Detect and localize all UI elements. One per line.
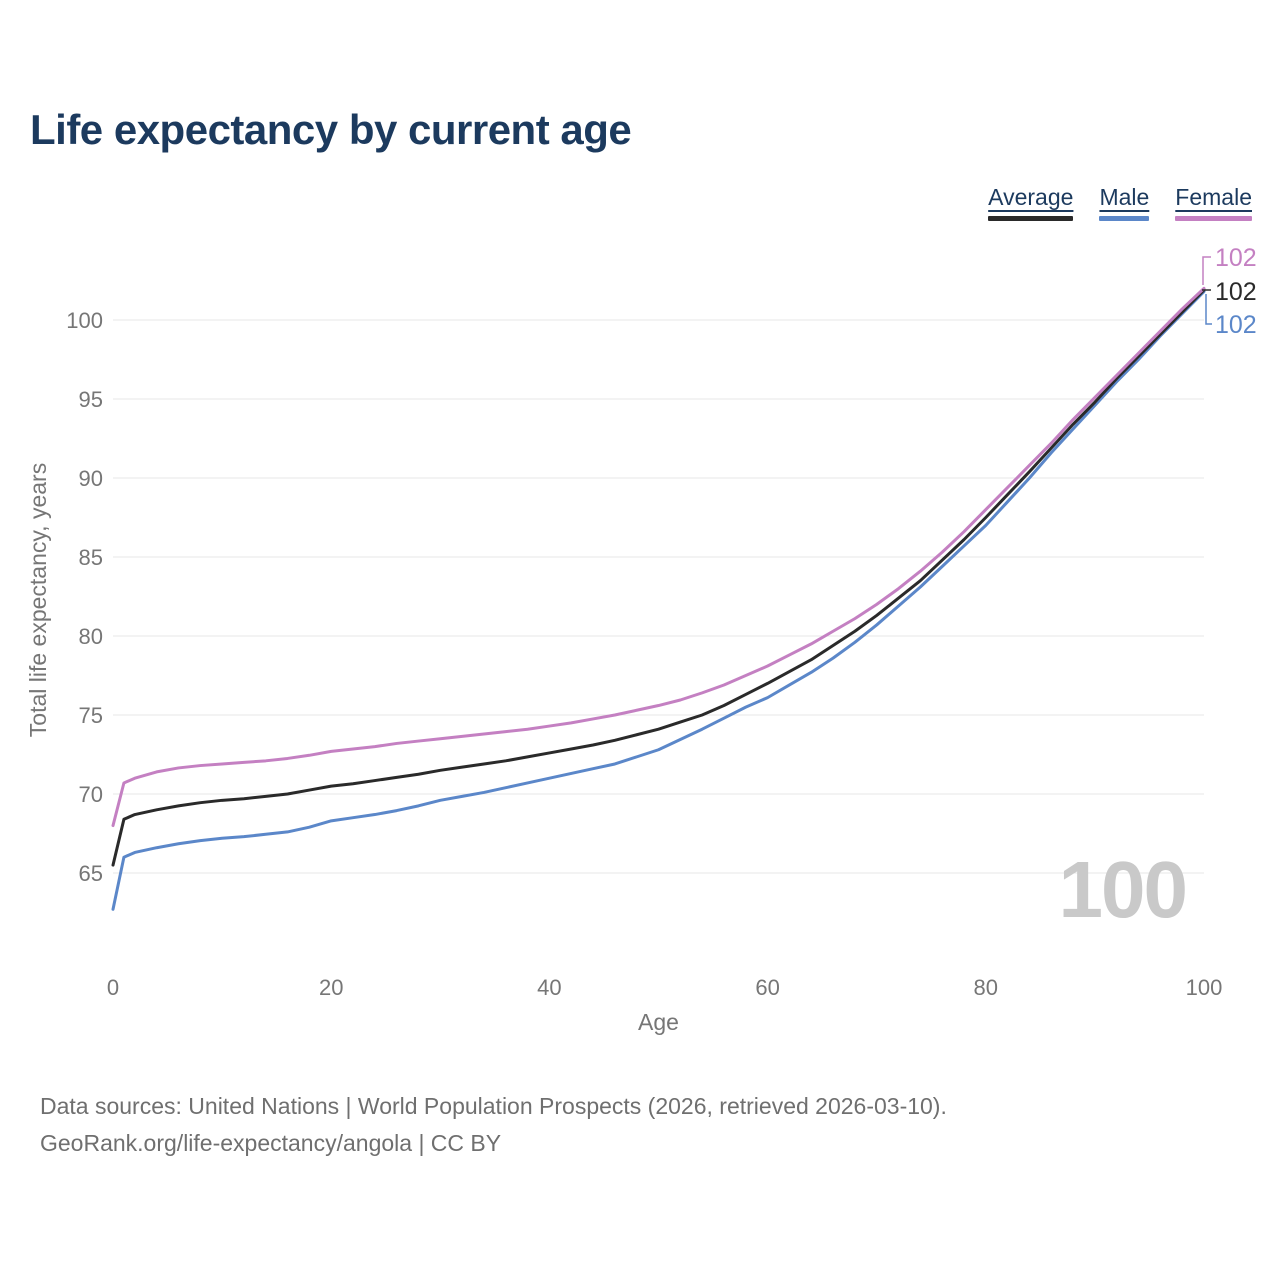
x-tick-label: 20 [319, 975, 343, 1000]
end-label-connector-male [1205, 294, 1212, 325]
age-watermark: 100 [1058, 845, 1188, 934]
legend-item-male[interactable]: Male [1099, 184, 1150, 221]
x-tick-label: 100 [1186, 975, 1223, 1000]
end-label-connector-female [1202, 256, 1211, 285]
page-title: Life expectancy by current age [30, 106, 632, 153]
legend-swatch-male [1099, 216, 1150, 221]
series-line-female [111, 286, 1206, 828]
y-tick-label: 70 [79, 782, 103, 807]
legend-swatch-female [1175, 216, 1252, 221]
legend-item-female[interactable]: Female [1175, 184, 1252, 221]
y-tick-label: 80 [79, 624, 103, 649]
x-axis-title: Age [638, 1009, 679, 1035]
y-axis-title: Total life expectancy, years [25, 463, 51, 737]
legend-label-female: Female [1175, 184, 1252, 210]
end-label-average: 102 [1215, 278, 1257, 306]
x-tick-label: 60 [755, 975, 779, 1000]
y-tick-label: 100 [66, 308, 103, 333]
footer-line-2: GeoRank.org/life-expectancy/angola | CC … [40, 1130, 502, 1156]
x-tick-label: 0 [107, 975, 119, 1000]
legend: Average Male Female [988, 184, 1252, 221]
y-tick-label: 85 [79, 545, 103, 570]
end-label-female: 102 [1215, 244, 1257, 272]
legend-label-male: Male [1099, 184, 1150, 210]
footer: Data sources: United Nations | World Pop… [40, 1088, 947, 1162]
series-line-average [111, 288, 1206, 867]
x-tick-label: 40 [537, 975, 561, 1000]
line-chart: 65 70 75 80 85 90 95 100 0 20 40 60 80 100 Age Total li… [25, 244, 1257, 1035]
y-tick-label: 65 [79, 861, 103, 886]
y-tick-label: 90 [79, 466, 103, 491]
y-tick-label: 75 [79, 703, 103, 728]
series-line-male [111, 290, 1206, 911]
end-label-male: 102 [1215, 311, 1257, 339]
legend-item-average[interactable]: Average [988, 184, 1074, 221]
footer-line-1: Data sources: United Nations | World Pop… [40, 1093, 947, 1119]
x-tick-label: 80 [974, 975, 998, 1000]
legend-swatch-average [988, 216, 1074, 221]
legend-label-average: Average [988, 184, 1074, 210]
y-tick-label: 95 [79, 387, 103, 412]
